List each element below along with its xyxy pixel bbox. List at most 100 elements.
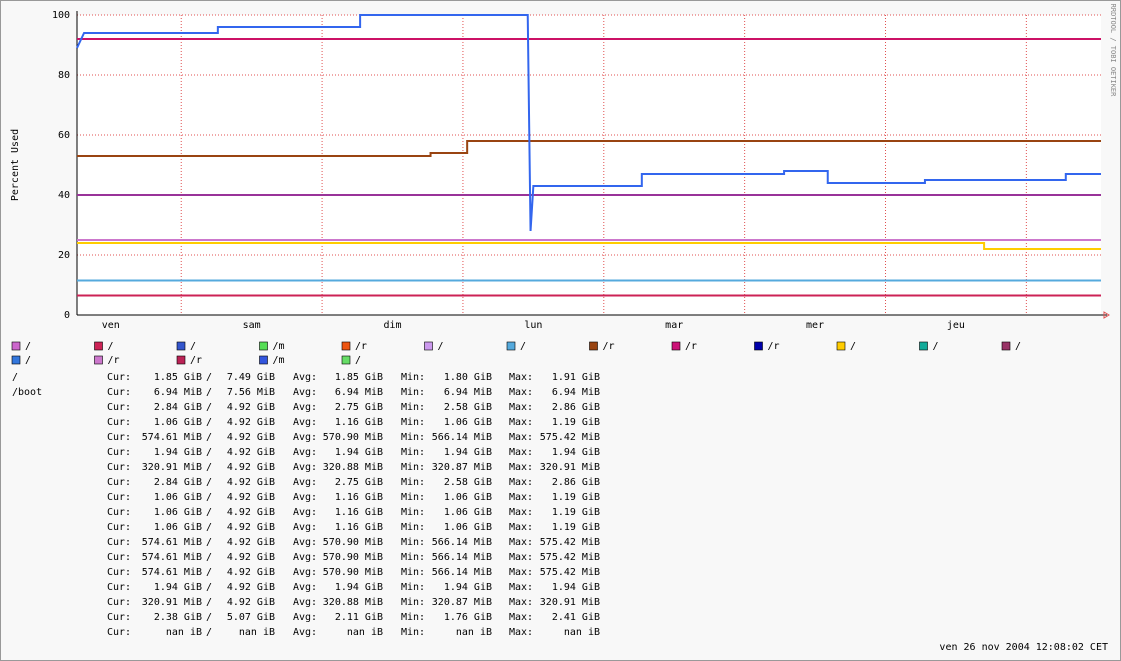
stat-value: 2.38 GiB (154, 612, 202, 623)
stat-separator: / (206, 552, 212, 563)
legend-label: /m (273, 355, 285, 366)
y-tick-label: 80 (58, 70, 70, 81)
stat-label: Cur: (107, 537, 131, 548)
stat-label: Avg: (293, 492, 317, 503)
stat-label: Avg: (293, 627, 317, 638)
legend-swatch (754, 341, 763, 351)
stat-separator: / (206, 417, 212, 428)
stat-value: 1.06 GiB (444, 507, 492, 518)
stat-label: Min: (401, 507, 425, 518)
stat-value: 1.16 GiB (335, 507, 383, 518)
stat-value: 320.87 MiB (432, 462, 492, 473)
legend-swatch (589, 341, 598, 351)
stat-value: 575.42 MiB (540, 432, 600, 443)
stat-value: 1.16 GiB (335, 492, 383, 503)
stat-value: 6.94 MiB (335, 387, 383, 398)
stat-value: 4.92 GiB (227, 432, 275, 443)
stat-label: Cur: (107, 582, 131, 593)
stat-value: 2.86 GiB (552, 402, 600, 413)
legend-label: / (25, 355, 31, 366)
x-tick-label: ven (102, 320, 120, 331)
stat-value: 7.49 GiB (227, 372, 275, 383)
stat-value: 1.94 GiB (154, 447, 202, 458)
stat-value: 2.58 GiB (444, 402, 492, 413)
stat-separator: / (206, 627, 212, 638)
stat-separator: / (206, 597, 212, 608)
stat-label: Min: (401, 597, 425, 608)
legend-swatch (671, 341, 681, 351)
stat-value: 1.06 GiB (154, 492, 202, 503)
series-line (77, 242, 1101, 250)
stat-label: Avg: (293, 447, 317, 458)
stat-label: Avg: (293, 522, 317, 533)
legend-swatch (259, 355, 268, 365)
stat-value: 1.19 GiB (552, 507, 600, 518)
stat-value: 1.06 GiB (154, 417, 202, 428)
stat-separator: / (206, 447, 212, 458)
x-tick-label: mer (806, 320, 824, 331)
legend-label: /r (603, 341, 615, 352)
stat-label: Cur: (107, 432, 131, 443)
stat-label: Cur: (107, 612, 131, 623)
y-tick-label: 60 (58, 130, 70, 141)
stat-value: 1.94 GiB (154, 582, 202, 593)
stat-value: 1.85 GiB (335, 372, 383, 383)
legend-label: / (438, 341, 444, 352)
stat-value: 1.06 GiB (444, 492, 492, 503)
stat-separator: / (206, 387, 212, 398)
legend-label: /r (108, 355, 120, 366)
stat-value: 2.84 GiB (154, 477, 202, 488)
x-axis-arrow (1103, 311, 1110, 319)
legend-swatch (341, 341, 351, 351)
stat-value: 570.90 MiB (323, 552, 383, 563)
stat-label: Min: (401, 417, 425, 428)
x-tick-label: mar (665, 320, 683, 331)
stat-value: 2.86 GiB (552, 477, 600, 488)
stat-value: 7.56 MiB (227, 387, 275, 398)
stat-label: Max: (509, 417, 533, 428)
legend-swatch (94, 355, 103, 365)
stat-separator: / (206, 372, 212, 383)
stat-value: 575.42 MiB (540, 552, 600, 563)
stat-value: 574.61 MiB (142, 567, 202, 578)
stat-value: 2.41 GiB (552, 612, 600, 623)
stat-label: Avg: (293, 567, 317, 578)
stat-value: 4.92 GiB (227, 477, 275, 488)
stat-value: 320.88 MiB (323, 462, 383, 473)
x-tick-label: lun (524, 320, 542, 331)
stat-value: 570.90 MiB (323, 567, 383, 578)
stat-label: Max: (509, 477, 533, 488)
y-tick-label: 100 (52, 10, 70, 21)
stat-label: Avg: (293, 372, 317, 383)
stat-value: 575.42 MiB (540, 537, 600, 548)
stat-label: Cur: (107, 387, 131, 398)
legend-swatch (424, 341, 433, 351)
stat-label: Max: (509, 627, 533, 638)
stat-label: Max: (509, 432, 533, 443)
stat-label: Avg: (293, 402, 317, 413)
stat-value: 1.19 GiB (552, 522, 600, 533)
stat-value: nan iB (456, 627, 492, 638)
stat-value: 574.61 MiB (142, 552, 202, 563)
stat-label: Avg: (293, 612, 317, 623)
stat-value: 4.92 GiB (227, 492, 275, 503)
stat-label: Max: (509, 372, 533, 383)
stat-label: Max: (509, 537, 533, 548)
stat-value: 4.92 GiB (227, 507, 275, 518)
stat-separator: / (206, 612, 212, 623)
stat-value: 320.91 MiB (142, 462, 202, 473)
stat-label: Cur: (107, 507, 131, 518)
stat-label: Avg: (293, 582, 317, 593)
stat-value: 1.06 GiB (154, 522, 202, 533)
stat-value: 1.94 GiB (335, 582, 383, 593)
y-tick-label: 40 (58, 190, 70, 201)
stat-label: Max: (509, 612, 533, 623)
stat-value: 1.06 GiB (444, 417, 492, 428)
stat-value: 320.91 MiB (540, 462, 600, 473)
stat-value: 4.92 GiB (227, 537, 275, 548)
x-tick-label: jeu (947, 320, 965, 331)
stat-label: Cur: (107, 597, 131, 608)
stat-label: Min: (401, 402, 425, 413)
stat-value: 1.91 GiB (552, 372, 600, 383)
